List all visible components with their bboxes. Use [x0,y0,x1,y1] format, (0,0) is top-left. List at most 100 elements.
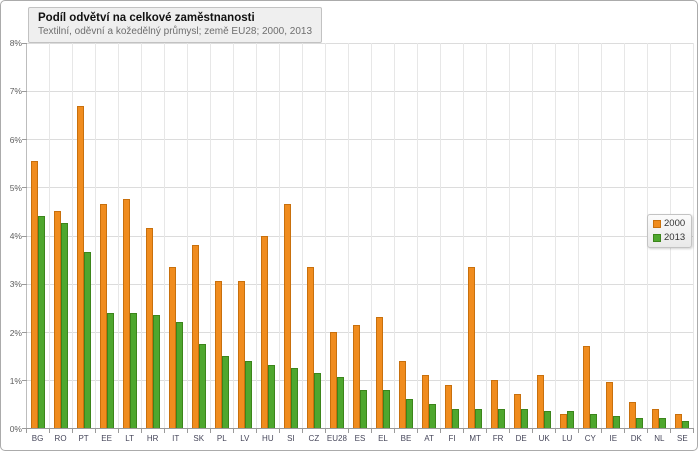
legend: 2000 2013 [647,214,693,248]
bar-IT-2013[interactable] [176,322,183,428]
bar-BE-2000[interactable] [399,360,406,428]
x-axis-label-HU: HU [262,434,274,443]
bar-PT-2013[interactable] [84,252,91,428]
bar-ES-2000[interactable] [353,324,360,428]
x-axis-tick [602,429,625,433]
bar-NL-2000[interactable] [652,408,659,428]
bars-container [27,43,694,428]
bar-UK-2013[interactable] [544,411,551,428]
legend-item-2000[interactable]: 2000 [653,219,685,229]
y-axis-tick [22,379,27,381]
y-axis-tick [22,139,27,141]
bar-HU-2000[interactable] [261,235,268,428]
bar-CZ-2000[interactable] [307,266,314,428]
x-axis-label-ES: ES [354,434,366,443]
bar-AT-2013[interactable] [429,403,436,428]
bar-SE-2000[interactable] [675,413,682,428]
x-axis-label-IT: IT [172,434,180,443]
bar-HU-2013[interactable] [268,365,275,428]
x-axis-label-DE: DE [515,434,527,443]
y-axis-label: 5% [9,182,22,193]
bar-LU-2013[interactable] [567,411,574,428]
gridline [27,331,694,333]
bar-PL-2000[interactable] [215,281,222,428]
bar-group-DK [625,43,648,428]
bar-LT-2000[interactable] [123,199,130,428]
bar-EE-2013[interactable] [107,312,114,428]
bar-EL-2000[interactable] [376,317,383,428]
bar-IE-2013[interactable] [613,415,620,428]
y-axis: 0% 1% 2% 3% 4% 5% 6% 7% 8% [1,38,22,434]
x-axis-tick [579,429,602,433]
bar-IT-2000[interactable] [169,266,176,428]
bar-RO-2013[interactable] [61,223,68,428]
bar-DE-2000[interactable] [514,394,521,428]
x-axis-tick [372,429,395,433]
y-axis-label: 2% [9,327,22,338]
bar-LV-2013[interactable] [245,360,252,428]
bar-MT-2013[interactable] [475,408,482,428]
bar-SK-2013[interactable] [199,343,206,428]
x-axis-label-PT: PT [78,434,89,443]
y-axis-label: 4% [9,231,22,241]
bar-BG-2013[interactable] [38,216,45,428]
bar-ES-2013[interactable] [360,389,367,428]
bar-DE-2013[interactable] [521,408,528,428]
x-axis-label-CZ: CZ [308,434,320,443]
bar-PL-2013[interactable] [222,355,229,428]
x-axis-ticks [26,429,694,433]
bar-PT-2000[interactable] [77,105,84,428]
bar-MT-2000[interactable] [468,266,475,428]
bar-SI-2013[interactable] [291,367,298,428]
legend-swatch-2013-icon [653,234,661,242]
bar-DK-2013[interactable] [636,418,643,428]
x-axis-tick [625,429,648,433]
bar-group-AT [418,43,441,428]
bar-FI-2000[interactable] [445,384,452,428]
legend-swatch-2000-icon [653,220,661,228]
bar-AT-2000[interactable] [422,375,429,428]
x-axis-label-LT: LT [125,434,135,443]
bar-group-FI [441,43,464,428]
bar-FR-2013[interactable] [498,408,505,428]
bar-SE-2013[interactable] [682,420,689,428]
bar-IE-2000[interactable] [606,382,613,428]
bar-EE-2000[interactable] [100,204,107,428]
bar-LT-2013[interactable] [130,312,137,428]
bar-SI-2000[interactable] [284,204,291,428]
x-axis-tick [211,429,234,433]
bar-LV-2000[interactable] [238,281,245,428]
plot-area [22,43,694,429]
bar-group-HR [142,43,165,428]
bar-group-LT [119,43,142,428]
bar-CY-2000[interactable] [583,346,590,428]
bar-UK-2000[interactable] [537,375,544,428]
x-axis-tick [257,429,280,433]
bar-DK-2000[interactable] [629,401,636,428]
bar-RO-2000[interactable] [54,211,61,428]
bar-CZ-2013[interactable] [314,372,321,428]
y-axis-label: 0% [9,424,22,434]
legend-item-2013[interactable]: 2013 [653,233,685,243]
bar-group-EE [96,43,119,428]
bar-HR-2013[interactable] [153,314,160,428]
x-axis-tick [556,429,579,433]
bar-FR-2000[interactable] [491,379,498,428]
bar-NL-2013[interactable] [659,418,666,428]
x-axis-label-IE: IE [609,434,618,443]
bar-EU28-2000[interactable] [330,331,337,428]
x-axis-tick [27,429,50,433]
bar-EL-2013[interactable] [383,389,390,428]
bar-EU28-2013[interactable] [337,377,344,428]
bar-LU-2000[interactable] [560,413,567,428]
x-axis-tick [418,429,441,433]
bar-BE-2013[interactable] [406,399,413,428]
x-axis-label-LU: LU [562,434,573,443]
bar-HR-2000[interactable] [146,228,153,428]
x-axis-tick [188,429,211,433]
bar-FI-2013[interactable] [452,408,459,428]
bar-BG-2000[interactable] [31,160,38,428]
bar-group-SK [188,43,211,428]
bar-SK-2000[interactable] [192,245,199,428]
bar-CY-2013[interactable] [590,413,597,428]
